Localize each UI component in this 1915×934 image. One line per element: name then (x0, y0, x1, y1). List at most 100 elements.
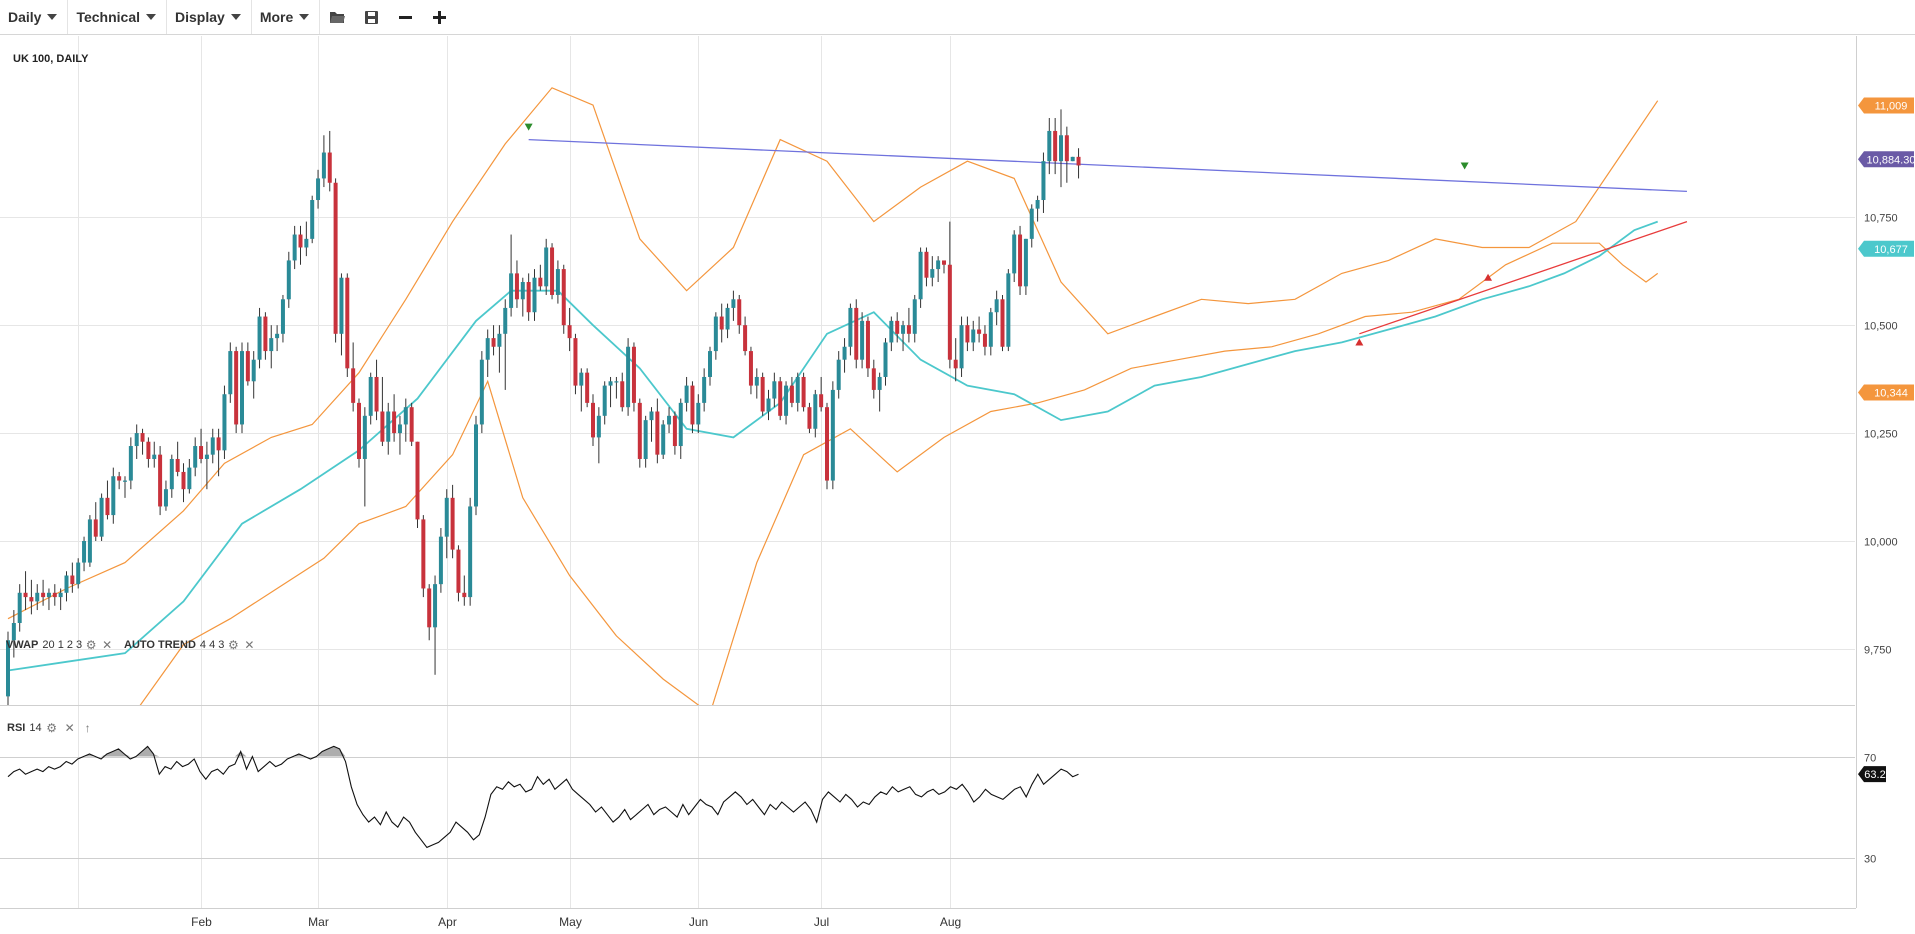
candle-body (345, 277, 350, 369)
candle-body (321, 152, 326, 179)
candle-body (731, 299, 736, 308)
candle-body (269, 338, 274, 352)
menu-technical[interactable]: Technical (68, 0, 168, 34)
chevron-down-icon (230, 14, 241, 20)
candle-body (708, 351, 712, 377)
rsi-value-badge (1858, 766, 1886, 783)
x-tick-label: May (559, 915, 582, 929)
candle-body (661, 424, 666, 455)
candle-body (35, 592, 40, 602)
save-button[interactable] (354, 0, 388, 34)
candle-body (667, 415, 672, 425)
candle-body (690, 385, 695, 425)
candle-body (813, 394, 818, 429)
close-icon[interactable]: ✕ (244, 638, 255, 652)
candle-body (333, 182, 338, 334)
swing-marker-down (524, 123, 533, 131)
candle-body (684, 385, 689, 403)
candle-body (1023, 238, 1028, 287)
auto-trend-legend: AUTO TREND 4 4 3 ⚙ ✕ (124, 638, 256, 652)
candle-body (1018, 234, 1023, 287)
candle-body (801, 376, 806, 408)
candle-body (46, 592, 51, 598)
candle-body (912, 299, 917, 334)
close-icon[interactable]: ✕ (102, 638, 113, 652)
candle-body (386, 411, 391, 442)
candle-body (1035, 200, 1040, 209)
candle-body (772, 381, 777, 399)
menu-display[interactable]: Display (167, 0, 252, 34)
candle-body (421, 519, 426, 589)
candle-body (748, 351, 753, 386)
candle-body (87, 519, 92, 563)
candle-body (555, 269, 560, 295)
candle-body (310, 200, 315, 239)
candle-body (181, 471, 186, 490)
candle-body (193, 446, 198, 468)
gear-icon[interactable]: ⚙ (46, 721, 57, 735)
candle-body (397, 424, 402, 434)
candle-body (58, 592, 63, 598)
auto-trend-legend-name: AUTO TREND (124, 639, 196, 651)
candle-body (263, 316, 268, 352)
candle-body (994, 299, 999, 313)
candle-body (82, 540, 87, 563)
candle-body (526, 282, 531, 313)
gear-icon[interactable]: ⚙ (85, 638, 97, 652)
swing-marker-up (1355, 338, 1364, 346)
candle-body (895, 320, 900, 334)
candle-body (339, 277, 344, 334)
zoom-out-button[interactable] (388, 0, 422, 34)
candle-body (1059, 135, 1063, 162)
swing-marker-up (1484, 273, 1493, 281)
candle-body (146, 441, 151, 459)
candle-body (637, 402, 642, 459)
candle-body (134, 433, 139, 447)
candle-body (649, 411, 654, 421)
candle-body (450, 497, 455, 550)
candle-body (228, 351, 233, 395)
menu-more[interactable]: More (252, 0, 321, 34)
gear-icon[interactable]: ⚙ (228, 638, 239, 652)
y-tick-label: 9,750 (1864, 645, 1892, 657)
zoom-in-button[interactable] (422, 0, 456, 34)
candle-body (672, 415, 677, 447)
candle-body (362, 415, 367, 459)
price-badge (1858, 384, 1914, 401)
zoom-in-icon (432, 10, 446, 24)
candle-body (1064, 135, 1069, 162)
candle-body (865, 320, 870, 369)
open-button[interactable] (320, 0, 354, 34)
candle-body (971, 329, 976, 343)
arrow-up-icon[interactable]: ↑ (84, 721, 91, 735)
auto-trend-legend-params: 4 4 3 (199, 639, 225, 651)
price-badge (1858, 240, 1914, 257)
menu-timeframe-label: Daily (8, 9, 42, 25)
candle-body (245, 351, 250, 382)
y-tick-label: 10,000 (1864, 537, 1898, 549)
menu-timeframe[interactable]: Daily (0, 0, 69, 34)
rsi-tick-label: 30 (1864, 854, 1876, 866)
candle-body (1012, 234, 1017, 274)
rsi-legend-name: RSI (7, 722, 26, 734)
candle-body (1029, 208, 1034, 239)
candle-body (427, 588, 432, 628)
candle-body (567, 325, 572, 339)
rsi-legend-params: 14 (29, 722, 42, 734)
candle-body (778, 381, 783, 416)
candle-body (854, 307, 859, 360)
price-badge-label: 10,884.30 (1867, 154, 1915, 166)
candle-body (474, 424, 478, 507)
close-icon[interactable]: ✕ (64, 721, 75, 735)
candle-body (292, 234, 297, 261)
candle-body (456, 549, 461, 593)
candle-body (1053, 130, 1058, 162)
candle-body (275, 333, 280, 339)
candle-body (1006, 273, 1011, 347)
candle-body (947, 264, 952, 360)
candle-body (158, 454, 163, 507)
candle-body (959, 325, 964, 369)
candle-body (906, 325, 911, 334)
candle-body (152, 454, 157, 459)
